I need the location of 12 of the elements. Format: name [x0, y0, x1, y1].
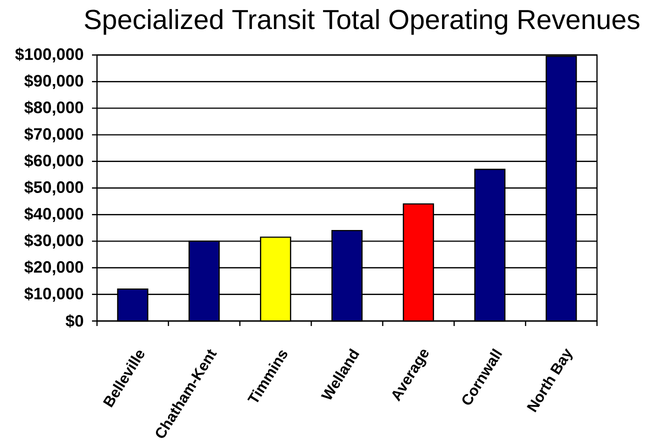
y-tick-label: $90,000 [24, 74, 84, 89]
y-tick-label: $10,000 [24, 286, 84, 302]
y-tick-label: $30,000 [24, 234, 84, 249]
y-tick-label: $70,000 [24, 127, 84, 142]
y-tick-label: $40,000 [24, 207, 84, 222]
y-tick-label: $50,000 [24, 180, 84, 196]
y-tick-label: $60,000 [24, 154, 84, 169]
y-tick-label: $80,000 [24, 100, 84, 116]
y-tick-label: $20,000 [24, 260, 84, 276]
y-tick-label: $0 [66, 314, 84, 328]
y-tick-label: $100,000 [15, 48, 84, 62]
chart-title: Specialized Transit Total Operating Revenues [84, 9, 640, 35]
